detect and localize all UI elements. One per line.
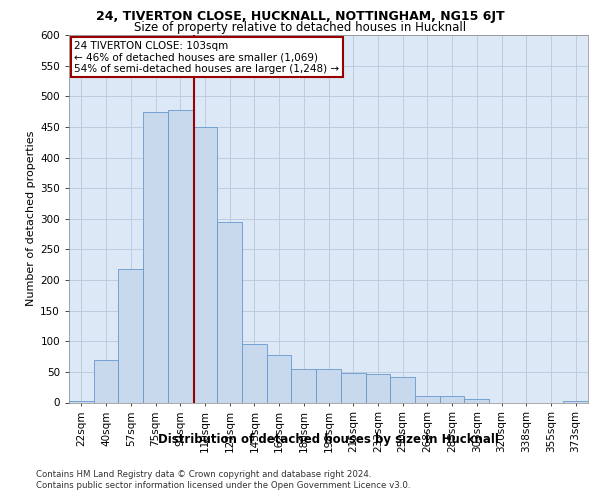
Bar [365,374,390,402]
Bar [242,344,267,403]
Text: Size of property relative to detached houses in Hucknall: Size of property relative to detached ho… [134,21,466,34]
Bar [118,269,143,402]
Bar [168,110,193,403]
Bar [267,354,292,403]
Bar [464,399,489,402]
Bar [440,396,464,402]
Text: 24, TIVERTON CLOSE, HUCKNALL, NOTTINGHAM, NG15 6JT: 24, TIVERTON CLOSE, HUCKNALL, NOTTINGHAM… [95,10,505,23]
Bar [193,127,217,402]
Bar [292,369,316,402]
Y-axis label: Number of detached properties: Number of detached properties [26,131,36,306]
Bar [143,112,168,403]
Text: 24 TIVERTON CLOSE: 103sqm
← 46% of detached houses are smaller (1,069)
54% of se: 24 TIVERTON CLOSE: 103sqm ← 46% of detac… [74,40,340,74]
Bar [341,373,365,402]
Bar [415,396,440,402]
Bar [217,222,242,402]
Text: Distribution of detached houses by size in Hucknall: Distribution of detached houses by size … [158,432,499,446]
Text: Contains public sector information licensed under the Open Government Licence v3: Contains public sector information licen… [36,481,410,490]
Text: Contains HM Land Registry data © Crown copyright and database right 2024.: Contains HM Land Registry data © Crown c… [36,470,371,479]
Bar [94,360,118,403]
Bar [316,369,341,402]
Bar [390,377,415,402]
Bar [69,400,94,402]
